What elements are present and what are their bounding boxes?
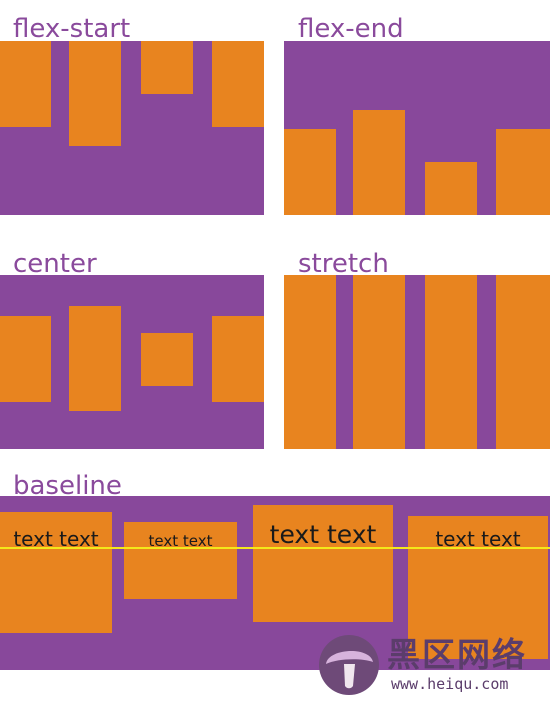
watermark-url: www.heiqu.com <box>391 675 509 693</box>
baseline-label: baseline <box>13 471 122 501</box>
stretch-item-1 <box>284 275 336 449</box>
stretch-container <box>284 275 550 449</box>
baseline-item-text-1: text text <box>13 527 99 551</box>
baseline-item-3: text text <box>253 505 393 622</box>
flex-start-item-1 <box>0 41 51 127</box>
baseline-item-text-2: text text <box>148 532 213 550</box>
baseline-item-text-3: text text <box>269 520 377 549</box>
baseline-item-1: text text <box>0 512 112 633</box>
flex-end-item-4 <box>496 129 550 215</box>
flex-start-item-4 <box>212 41 264 127</box>
flex-start-label: flex-start <box>13 14 131 44</box>
flex-end-item-2 <box>353 110 405 215</box>
mushroom-logo-icon <box>319 635 379 695</box>
baseline-item-2: text text <box>124 522 237 599</box>
center-item-3 <box>141 333 193 386</box>
center-item-4 <box>212 316 264 402</box>
watermark-title: 黑区网络 <box>387 635 527 674</box>
baseline-guide-line <box>0 547 550 549</box>
flex-start-container <box>0 41 264 215</box>
stretch-label: stretch <box>298 249 389 279</box>
stretch-item-4 <box>496 275 550 449</box>
center-item-1 <box>0 316 51 402</box>
stretch-item-2 <box>353 275 405 449</box>
flex-start-item-2 <box>69 41 121 146</box>
baseline-item-4: text text <box>408 516 548 659</box>
flex-end-item-3 <box>425 162 477 215</box>
baseline-item-text-4: text text <box>435 527 521 551</box>
flex-start-item-3 <box>141 41 193 94</box>
baseline-container: text text text text text text text text <box>0 496 550 670</box>
stretch-item-3 <box>425 275 477 449</box>
flex-end-item-1 <box>284 129 336 215</box>
flex-end-container <box>284 41 550 215</box>
flex-end-label: flex-end <box>298 14 404 44</box>
center-item-2 <box>69 306 121 411</box>
center-label: center <box>13 249 97 279</box>
center-container <box>0 275 264 449</box>
